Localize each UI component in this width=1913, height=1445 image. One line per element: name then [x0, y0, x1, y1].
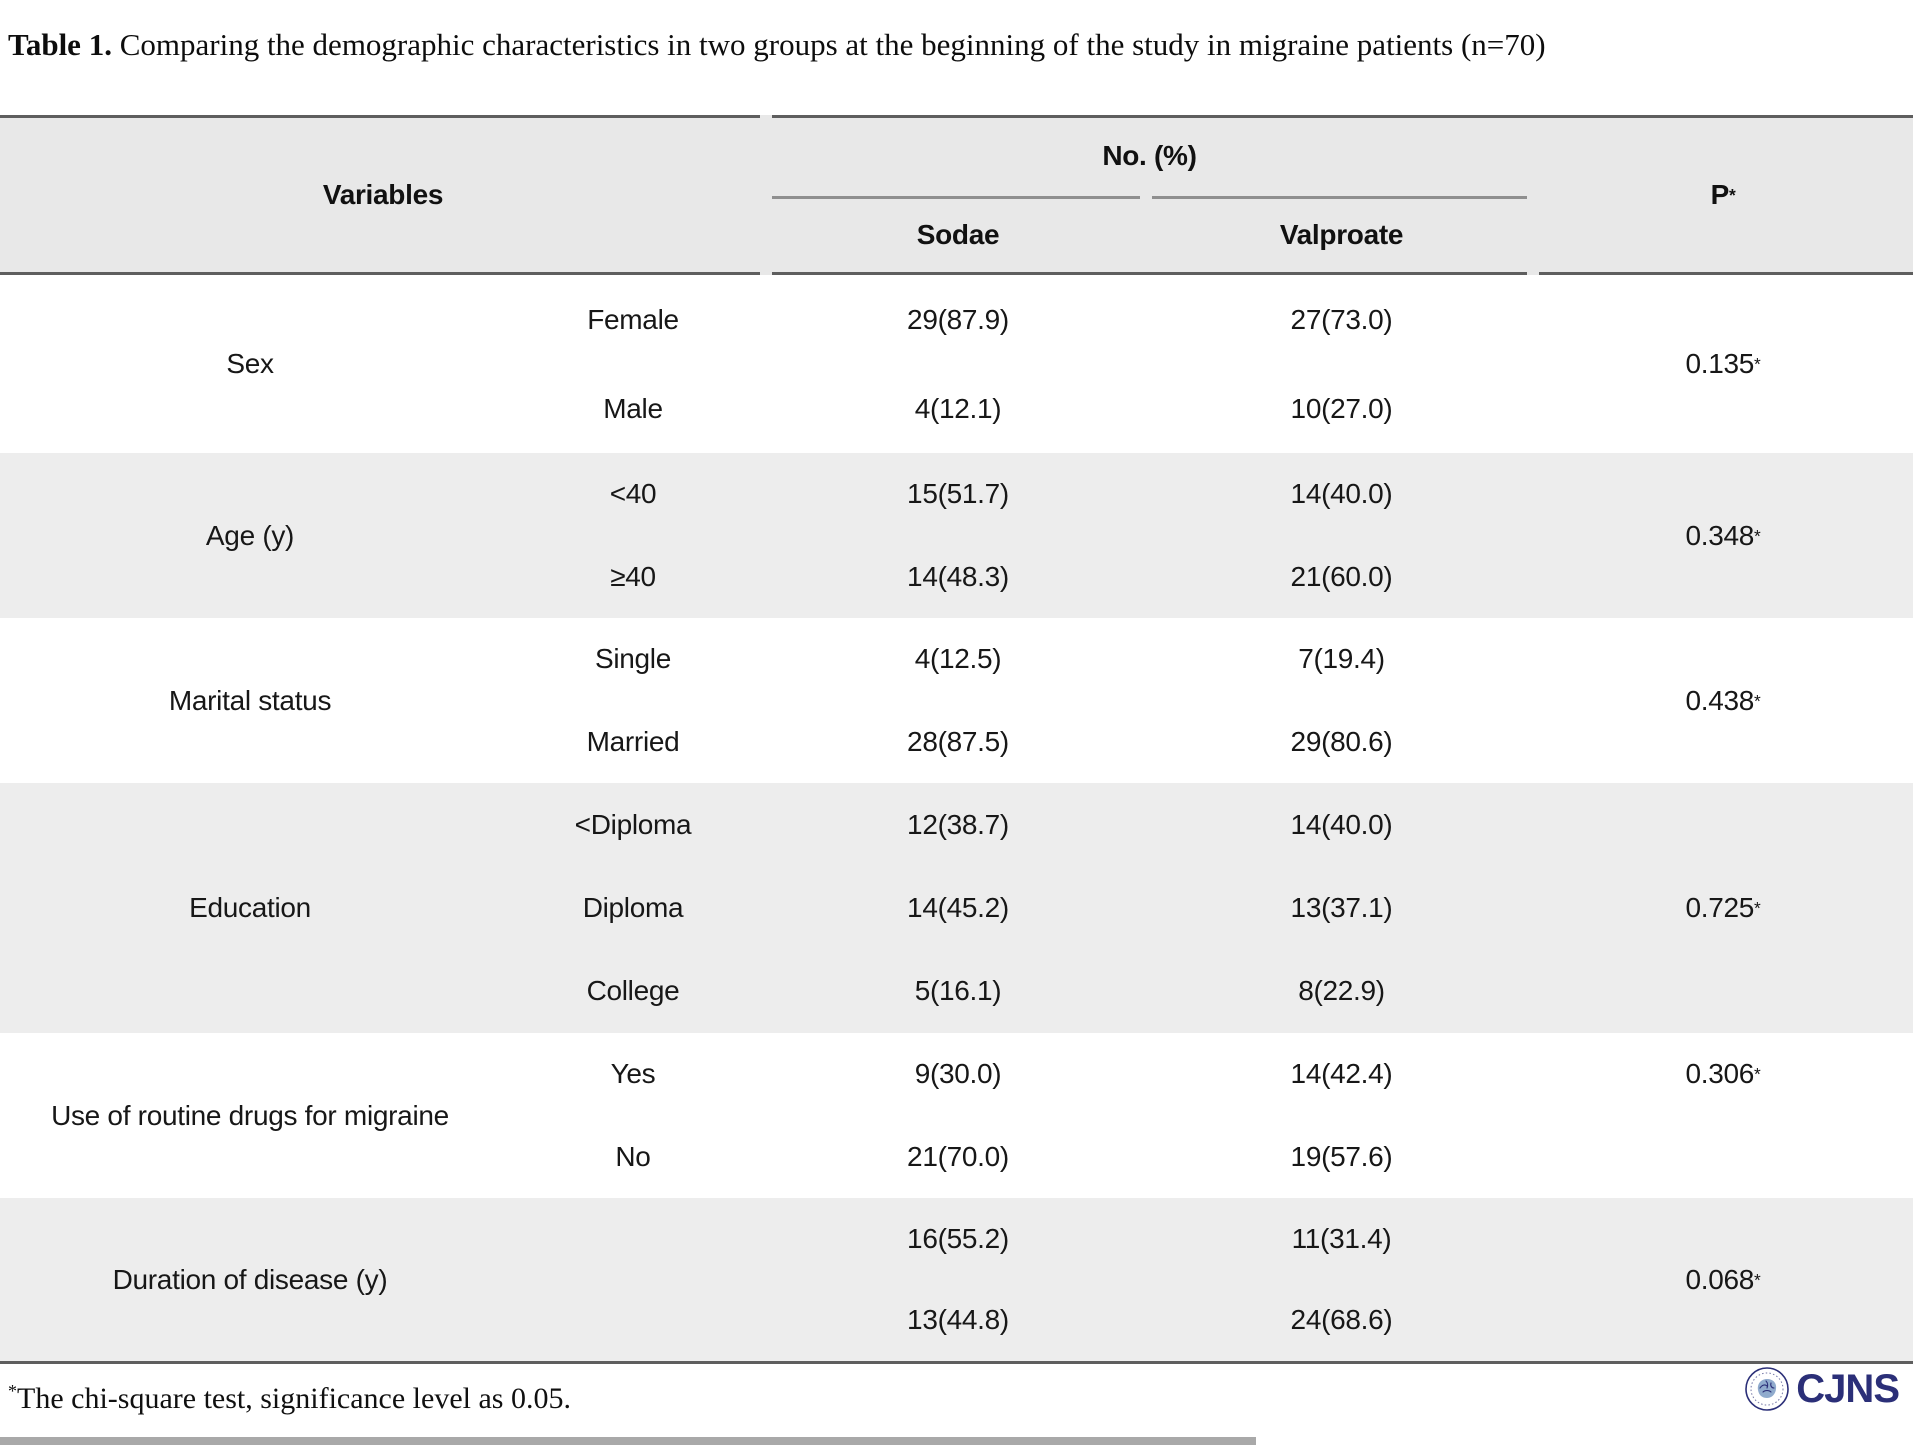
p-value-cell: 0.306 * — [1685, 1058, 1761, 1090]
table-section: Sex Female 29(87.9) 27(73.0) Male 4(12.1) 10(2… — [0, 275, 1913, 453]
footnote: *The chi-square test, significance level… — [8, 1382, 571, 1416]
p-value: 0.135 — [1685, 348, 1755, 379]
valproate-value-cell: 14(42.4) — [1290, 1058, 1393, 1090]
subcategory-cell: <40 — [609, 478, 657, 510]
variable-cell: Education — [189, 892, 311, 923]
footnote-text: The chi-square test, significance level … — [17, 1382, 571, 1415]
header-p-label: P — [1710, 179, 1730, 210]
valproate-value-cell: 21(60.0) — [1290, 560, 1393, 592]
header-bottom-border-right — [1539, 272, 1913, 275]
top-border-left — [0, 115, 760, 118]
top-border-right — [772, 115, 1913, 118]
valproate-value-cell: 19(57.6) — [1290, 1140, 1393, 1172]
sodae-value-cell: 21(70.0) — [907, 1140, 1009, 1172]
sodae-value-cell: 14(45.2) — [907, 891, 1009, 923]
p-value: 0.306 — [1685, 1058, 1755, 1090]
sodae-value-cell: 15(51.7) — [907, 478, 1009, 510]
footnote-asterisk: * — [8, 1381, 17, 1401]
sodae-value-cell: 12(38.7) — [907, 808, 1009, 840]
table-caption-text: Comparing the demographic characteristic… — [111, 27, 1546, 62]
table-bottom-border — [0, 1361, 1913, 1364]
variable-cell: Duration of disease (y) — [112, 1263, 388, 1295]
subcategory-cell — [500, 1198, 766, 1280]
sodae-value-cell: 29(87.9) — [907, 303, 1009, 335]
p-value-cell: 0.348 * — [1685, 519, 1761, 551]
valproate-value-cell: 29(80.6) — [1290, 725, 1393, 757]
p-value-cell: 0.068 * — [1685, 1263, 1761, 1295]
variable-cell: Age (y) — [205, 519, 295, 551]
header-p: P * — [1710, 179, 1736, 210]
sodae-value-cell: 14(48.3) — [907, 560, 1009, 592]
p-value: 0.068 — [1685, 1263, 1755, 1295]
table-section: Education <Diploma 12(38.7) 14(40.0) Diploma… — [0, 783, 1913, 1033]
subcategory-cell: Married — [586, 725, 680, 757]
demographics-table: Variables No. (%) Sodae Valproate P * Sex… — [0, 115, 1913, 1364]
table-section: Use of routine drugs for migraine Yes 9(30… — [0, 1033, 1913, 1198]
valproate-value-cell: 27(73.0) — [1290, 303, 1393, 335]
subcategory-cell: <Diploma — [574, 808, 692, 840]
variable-cell: Use of routine drugs for migraine — [51, 1099, 449, 1131]
header-valproate: Valproate — [1279, 219, 1404, 250]
sodae-value-cell: 4(12.1) — [914, 392, 1002, 424]
subcategory-cell — [500, 1280, 766, 1362]
table-header: Variables No. (%) Sodae Valproate P * — [0, 115, 1913, 275]
sodae-value-cell: 4(12.5) — [914, 643, 1002, 675]
header-bottom-border-mid — [772, 272, 1527, 275]
subcategory-cell: Yes — [610, 1058, 656, 1090]
p-value-cell: 0.135 * — [1685, 348, 1761, 379]
p-value-cell: 0.438 * — [1685, 684, 1761, 716]
table-caption-number: Table 1. — [8, 27, 112, 62]
table-body: Sex Female 29(87.9) 27(73.0) Male 4(12.1) 10(2… — [0, 275, 1913, 1361]
sodae-value-cell: 13(44.8) — [907, 1304, 1009, 1336]
subcategory-cell: Single — [594, 643, 672, 675]
subcategory-cell: Female — [587, 303, 679, 335]
sodae-value-cell: 5(16.1) — [914, 975, 1002, 1007]
table-section: Age (y) <40 15(51.7) 14(40.0) ≥40 14(48.3) 21(… — [0, 453, 1913, 618]
header-bottom-border-left — [0, 272, 760, 275]
valproate-value-cell: 13(37.1) — [1290, 891, 1393, 923]
p-value: 0.725 — [1685, 892, 1755, 923]
table-caption: Table 1. Comparing the demographic chara… — [8, 26, 1908, 63]
p-value-cell: 0.725 * — [1685, 892, 1761, 923]
p-value: 0.348 — [1685, 519, 1755, 551]
group-underline-right — [1152, 196, 1527, 199]
sodae-value-cell: 9(30.0) — [914, 1058, 1002, 1090]
group-underline-left — [772, 196, 1140, 199]
subcategory-cell: Male — [603, 392, 663, 424]
sodae-value-cell: 28(87.5) — [907, 725, 1009, 757]
valproate-value-cell: 11(31.4) — [1291, 1222, 1392, 1254]
table-section: Marital status Single 4(12.5) 7(19.4) Marrie… — [0, 618, 1913, 783]
valproate-value-cell: 14(40.0) — [1290, 808, 1393, 840]
header-variables: Variables — [322, 179, 444, 210]
subcategory-cell: Diploma — [582, 891, 684, 923]
header-sodae: Sodae — [916, 219, 1000, 250]
subcategory-cell: No — [615, 1140, 651, 1172]
valproate-value-cell: 10(27.0) — [1290, 392, 1393, 424]
subcategory-cell: ≥40 — [610, 560, 656, 592]
variable-cell: Marital status — [168, 684, 332, 716]
variable-cell: Sex — [226, 348, 274, 379]
table-section: Duration of disease (y) 16(55.2) 11(31.4) 1… — [0, 1198, 1913, 1361]
subcategory-cell: College — [586, 975, 680, 1007]
valproate-value-cell: 14(40.0) — [1290, 478, 1393, 510]
header-no-percent: No. (%) — [1102, 139, 1197, 171]
page-bottom-rule — [0, 1437, 1256, 1445]
sodae-value-cell: 16(55.2) — [907, 1222, 1009, 1254]
valproate-value-cell: 24(68.6) — [1290, 1304, 1393, 1336]
journal-logo-text: CJNS — [1796, 1366, 1900, 1411]
valproate-value-cell: 8(22.9) — [1298, 975, 1385, 1007]
valproate-value-cell: 7(19.4) — [1298, 643, 1385, 675]
p-value: 0.438 — [1685, 684, 1755, 716]
journal-logo: CJNS — [1744, 1366, 1900, 1412]
cjns-seal-icon — [1745, 1367, 1790, 1411]
